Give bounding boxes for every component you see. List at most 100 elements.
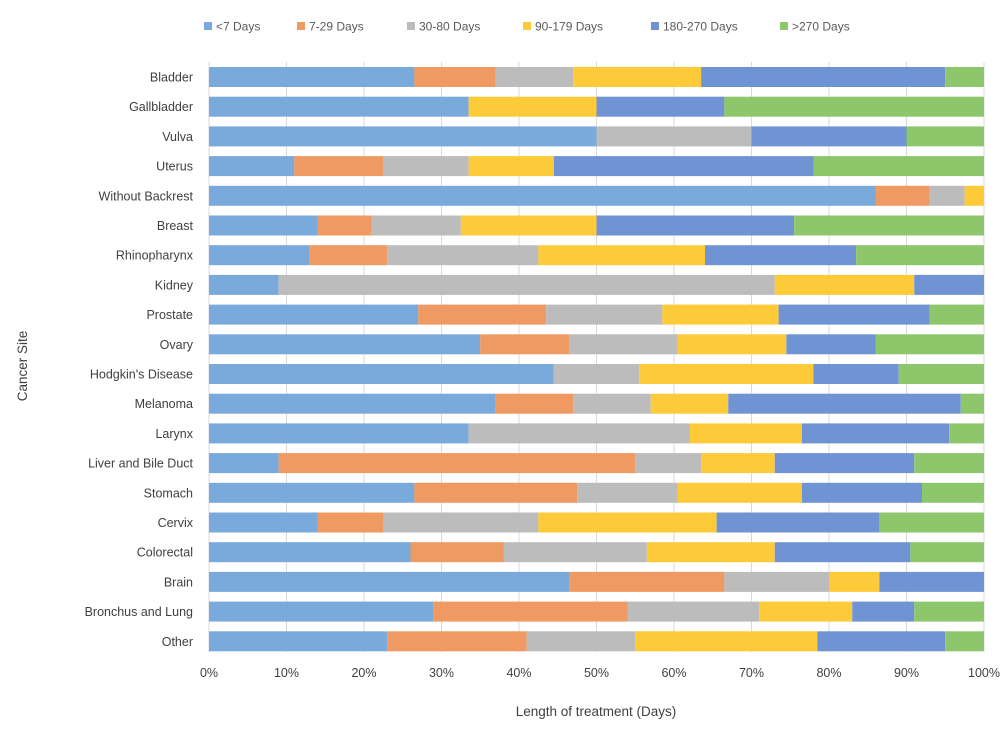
bar-segment xyxy=(503,542,647,563)
category-label: Rhinopharynx xyxy=(116,249,194,263)
legend-swatch xyxy=(407,22,415,30)
legend-label: 180-270 Days xyxy=(663,20,738,34)
bar-segment xyxy=(383,156,469,177)
bar-segment xyxy=(209,512,318,533)
bars xyxy=(209,67,984,652)
category-label: Breast xyxy=(157,219,194,233)
bar-segment xyxy=(774,274,915,295)
bar-segment xyxy=(774,542,911,563)
bar-segment xyxy=(209,571,570,592)
legend-label: 7-29 Days xyxy=(309,20,364,34)
bar-row xyxy=(209,512,984,533)
bar-segment xyxy=(945,67,984,87)
bar-row xyxy=(209,67,984,87)
bar-segment xyxy=(677,334,787,355)
bar-segment xyxy=(209,453,279,474)
bar-segment xyxy=(906,126,984,147)
bar-segment xyxy=(209,67,415,87)
bar-segment xyxy=(418,304,547,325)
bar-segment xyxy=(794,215,984,236)
bar-segment xyxy=(910,542,984,563)
category-labels: Bladder Gallbladder Vulva Uterus Without Bac… xyxy=(85,71,194,649)
bar-segment xyxy=(701,67,946,87)
bar-segment xyxy=(728,393,961,414)
legend-label: >270 Days xyxy=(792,20,850,34)
category-label: Stomach xyxy=(144,486,193,500)
bar-segment xyxy=(209,393,496,414)
bar-segment xyxy=(569,334,678,355)
category-label: Gallbladder xyxy=(129,100,193,114)
legend-swatch xyxy=(780,22,788,30)
legend-item: 90-179 Days xyxy=(523,20,603,34)
bar-row xyxy=(209,601,984,622)
bar-segment xyxy=(945,631,984,652)
bar-segment xyxy=(309,245,388,266)
bar-segment xyxy=(817,631,946,652)
bar-segment xyxy=(879,512,984,533)
x-tick-label: 50% xyxy=(584,666,609,680)
bar-segment xyxy=(573,67,702,87)
bar-segment xyxy=(209,274,279,295)
category-label: Vulva xyxy=(162,130,193,144)
category-label: Larynx xyxy=(155,427,193,441)
bar-segment xyxy=(724,571,829,592)
bar-segment xyxy=(875,334,984,355)
bar-segment xyxy=(852,601,915,622)
category-label: Other xyxy=(162,635,193,649)
bar-segment xyxy=(774,453,915,474)
bar-segment xyxy=(546,304,663,325)
bar-row xyxy=(209,482,984,503)
x-tick-label: 10% xyxy=(274,666,299,680)
category-label: Kidney xyxy=(155,278,194,292)
bar-segment xyxy=(751,126,907,147)
category-label: Ovary xyxy=(160,338,194,352)
bar-row xyxy=(209,542,984,563)
bar-segment xyxy=(650,393,729,414)
bar-segment xyxy=(317,215,372,236)
bar-segment xyxy=(596,96,725,117)
bar-segment xyxy=(468,423,690,444)
bar-segment xyxy=(801,423,950,444)
legend-label: 30-80 Days xyxy=(419,20,480,34)
bar-segment xyxy=(929,304,984,325)
bar-segment xyxy=(724,96,984,117)
category-label: Colorectal xyxy=(137,546,193,560)
bar-row xyxy=(209,185,984,206)
x-tick-label: 20% xyxy=(351,666,376,680)
bar-segment xyxy=(371,215,461,236)
bar-segment xyxy=(414,67,496,87)
bar-segment xyxy=(569,571,725,592)
bar-segment xyxy=(209,631,388,652)
bar-segment xyxy=(573,393,651,414)
legend-item: 30-80 Days xyxy=(407,20,480,34)
x-tick-label: 80% xyxy=(816,666,841,680)
bar-segment xyxy=(209,482,415,503)
bar-segment xyxy=(960,393,984,414)
bar-segment xyxy=(294,156,384,177)
bar-segment xyxy=(627,601,760,622)
bar-segment xyxy=(387,631,527,652)
bar-segment xyxy=(468,156,554,177)
bar-segment xyxy=(875,185,930,206)
bar-segment xyxy=(701,453,775,474)
category-label: Bronchus and Lung xyxy=(85,605,193,619)
category-label: Brain xyxy=(164,575,193,589)
x-tick-label: 0% xyxy=(200,666,218,680)
bar-row xyxy=(209,215,984,236)
bar-row xyxy=(209,156,984,177)
bar-segment xyxy=(209,156,295,177)
bar-segment xyxy=(460,215,597,236)
bar-segment xyxy=(209,126,597,147)
bar-segment xyxy=(639,364,814,384)
bar-segment xyxy=(879,571,984,592)
bar-row xyxy=(209,571,984,592)
bar-segment xyxy=(414,482,578,503)
category-label: Cervix xyxy=(158,516,194,530)
x-axis-title: Length of treatment (Days) xyxy=(516,704,677,719)
x-tick-labels: 0% 10% 20% 30% 40% 50% 60% 70% 80% 90% 100% xyxy=(200,666,1000,680)
category-label: Without Backrest xyxy=(99,189,194,203)
bar-segment xyxy=(914,453,984,474)
bar-segment xyxy=(480,334,570,355)
bar-segment xyxy=(278,274,775,295)
bar-segment xyxy=(209,215,318,236)
